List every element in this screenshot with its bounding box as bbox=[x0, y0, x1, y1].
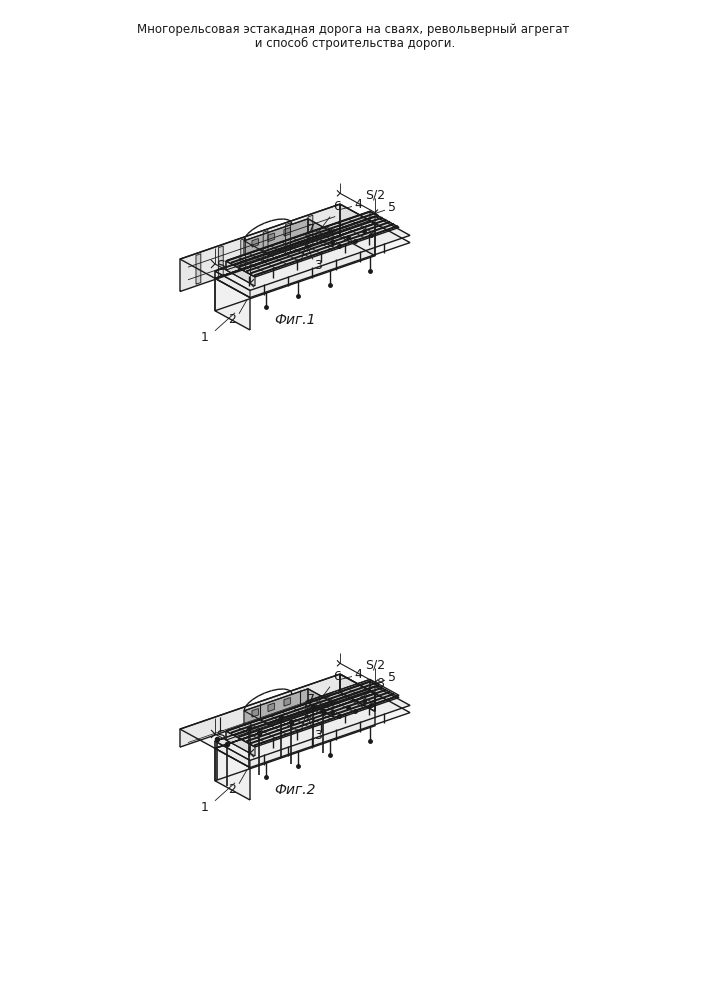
Polygon shape bbox=[226, 682, 399, 747]
Polygon shape bbox=[215, 693, 375, 781]
Text: S/2: S/2 bbox=[366, 188, 385, 201]
Text: 6: 6 bbox=[333, 670, 341, 683]
Polygon shape bbox=[244, 219, 308, 255]
Text: Многорельсовая эстакадная дорога на сваях, револьверный агрегат: Многорельсовая эстакадная дорога на свая… bbox=[137, 23, 569, 36]
Polygon shape bbox=[340, 674, 375, 711]
Polygon shape bbox=[268, 703, 274, 712]
Polygon shape bbox=[308, 219, 333, 247]
Text: 6: 6 bbox=[333, 200, 341, 213]
Text: 7: 7 bbox=[307, 223, 315, 236]
Text: 1: 1 bbox=[201, 331, 209, 344]
Polygon shape bbox=[215, 216, 410, 290]
Text: 3: 3 bbox=[314, 259, 322, 272]
Polygon shape bbox=[241, 238, 245, 269]
Polygon shape bbox=[286, 223, 291, 253]
Polygon shape bbox=[308, 689, 333, 717]
Polygon shape bbox=[252, 239, 258, 247]
Text: 2: 2 bbox=[228, 783, 236, 796]
Text: 2: 2 bbox=[228, 313, 236, 326]
Text: Фиг.1: Фиг.1 bbox=[274, 313, 316, 327]
Text: 3: 3 bbox=[314, 729, 322, 742]
Text: S/2: S/2 bbox=[366, 658, 385, 671]
Polygon shape bbox=[252, 709, 258, 717]
Polygon shape bbox=[215, 271, 250, 298]
Polygon shape bbox=[215, 223, 375, 311]
Polygon shape bbox=[196, 254, 201, 284]
Polygon shape bbox=[215, 223, 410, 298]
Polygon shape bbox=[226, 682, 370, 740]
Polygon shape bbox=[226, 261, 255, 286]
Polygon shape bbox=[215, 686, 375, 748]
Polygon shape bbox=[226, 212, 370, 270]
Polygon shape bbox=[263, 231, 268, 261]
Polygon shape bbox=[244, 219, 333, 255]
Polygon shape bbox=[180, 674, 340, 747]
Text: 8: 8 bbox=[376, 677, 384, 690]
Text: 5: 5 bbox=[388, 201, 396, 214]
Polygon shape bbox=[226, 731, 255, 756]
Polygon shape bbox=[215, 278, 250, 330]
Polygon shape bbox=[215, 686, 410, 760]
Polygon shape bbox=[340, 204, 375, 256]
Text: 1: 1 bbox=[201, 801, 209, 814]
Polygon shape bbox=[244, 689, 308, 725]
Text: S: S bbox=[216, 729, 225, 743]
Text: 7: 7 bbox=[307, 693, 315, 706]
Polygon shape bbox=[308, 215, 312, 246]
Text: 4: 4 bbox=[354, 668, 362, 681]
Polygon shape bbox=[215, 216, 375, 278]
Polygon shape bbox=[180, 204, 375, 278]
Polygon shape bbox=[306, 679, 370, 713]
Polygon shape bbox=[284, 698, 291, 706]
Polygon shape bbox=[244, 689, 333, 725]
Text: и способ строительства дороги.: и способ строительства дороги. bbox=[251, 36, 455, 50]
Polygon shape bbox=[215, 693, 410, 768]
Polygon shape bbox=[226, 212, 399, 277]
Polygon shape bbox=[268, 233, 274, 242]
Polygon shape bbox=[218, 246, 223, 276]
Polygon shape bbox=[215, 741, 250, 768]
Text: 4: 4 bbox=[354, 198, 362, 211]
Polygon shape bbox=[284, 228, 291, 236]
Polygon shape bbox=[215, 748, 250, 800]
Polygon shape bbox=[340, 674, 375, 711]
Polygon shape bbox=[180, 204, 340, 292]
Polygon shape bbox=[180, 674, 375, 748]
Text: S: S bbox=[216, 259, 225, 273]
Polygon shape bbox=[306, 679, 399, 717]
Text: 5: 5 bbox=[388, 671, 396, 684]
Text: Фиг.2: Фиг.2 bbox=[274, 783, 316, 797]
